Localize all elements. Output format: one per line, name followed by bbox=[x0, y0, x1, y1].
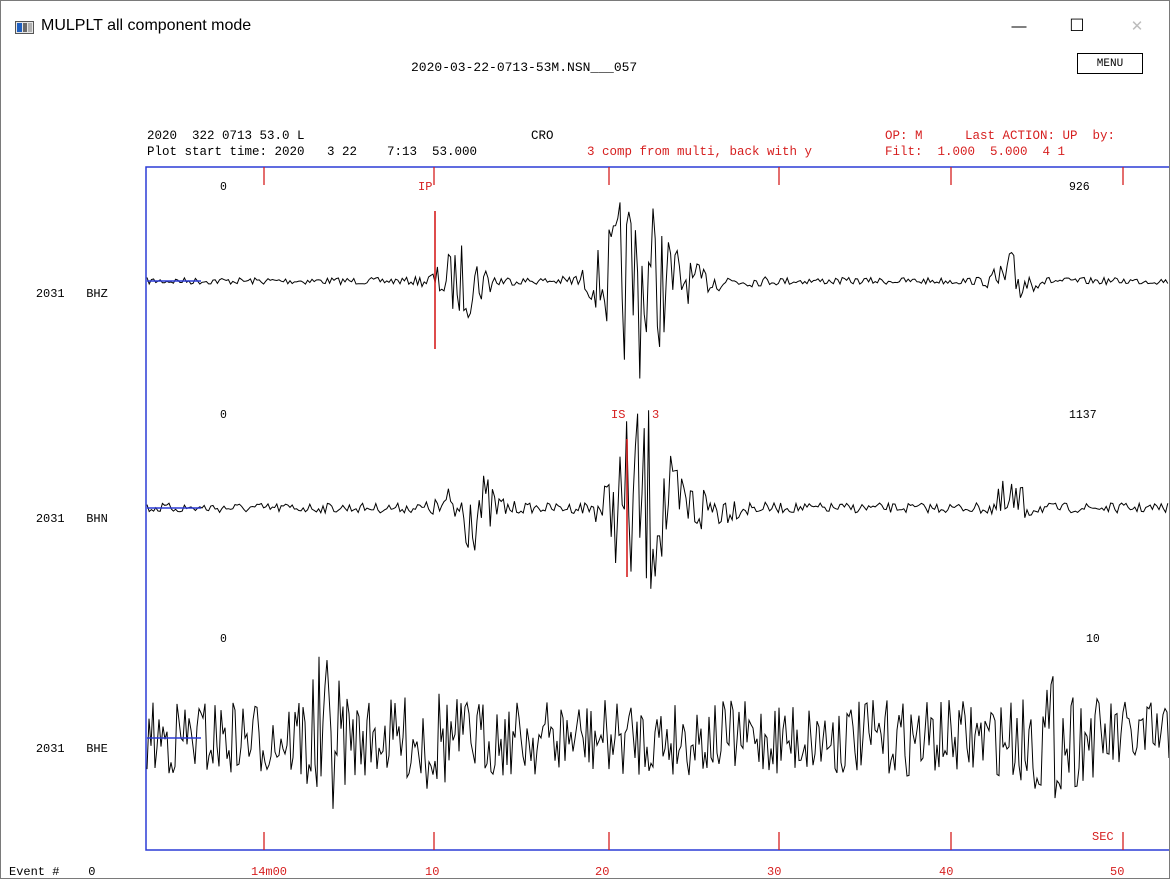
trace-bhz bbox=[146, 202, 1169, 379]
amp-min-bhe: 0 bbox=[220, 633, 227, 646]
trace-station: 2031 bbox=[35, 742, 65, 756]
component-mode-text: 3 comp from multi, back with y bbox=[587, 145, 813, 159]
time-tick-label: 14m00 bbox=[251, 865, 288, 879]
trace-station: 2031 bbox=[35, 512, 65, 526]
amp-max-bhz: 926 bbox=[1069, 181, 1090, 194]
waveform-filename: 2020-03-22-0713-53M.NSN___057 bbox=[411, 60, 638, 75]
close-icon: ✕ bbox=[1130, 18, 1144, 35]
trace-label-bhz[interactable]: 2031 BHZ bbox=[7, 273, 108, 315]
trace-component: BHN bbox=[86, 512, 108, 526]
event-label: Event # bbox=[9, 865, 60, 879]
trace-bhe bbox=[146, 656, 1169, 809]
trace-label-bhn[interactable]: 2031 BHN bbox=[7, 498, 108, 540]
menu-button[interactable]: MENU bbox=[1077, 53, 1143, 74]
time-tick-label: 50 bbox=[1110, 865, 1125, 879]
time-tick-label: 20 bbox=[595, 865, 610, 879]
p-pick-label[interactable]: IP bbox=[418, 180, 433, 194]
maximize-icon: ☐ bbox=[1069, 16, 1085, 35]
trace-station: 2031 bbox=[35, 287, 65, 301]
event-origin-line: 2020 322 0713 53.0 L bbox=[147, 129, 305, 143]
station-code: CRO bbox=[531, 129, 554, 143]
plot-start-time: Plot start time: 2020 3 22 7:13 53.000 bbox=[147, 145, 478, 159]
amp-min-bhz: 0 bbox=[220, 181, 227, 194]
event-number: 0 bbox=[88, 865, 96, 879]
time-tick-label: 30 bbox=[767, 865, 782, 879]
filter-settings: Filt: 1.000 5.000 4 1 bbox=[885, 145, 1066, 159]
window-title: MULPLT all component mode bbox=[41, 17, 252, 34]
amp-max-bhe: 10 bbox=[1086, 633, 1100, 646]
minimize-button[interactable]: — bbox=[996, 11, 1042, 41]
trace-component: BHZ bbox=[86, 287, 108, 301]
maximize-button[interactable]: ☐ bbox=[1054, 11, 1100, 41]
title-bar[interactable]: MULPLT all component mode — ☐ ✕ bbox=[1, 1, 1169, 37]
trace-bhn bbox=[146, 410, 1169, 589]
plot-frame bbox=[145, 166, 1169, 851]
trace-label-bhe[interactable]: 2031 BHE bbox=[7, 728, 108, 770]
time-tick-label: 10 bbox=[425, 865, 440, 879]
minimize-icon: — bbox=[1011, 17, 1027, 35]
operator-label: OP: M bbox=[885, 129, 923, 143]
amp-min-bhn: 0 bbox=[220, 409, 227, 422]
amp-max-bhn: 1137 bbox=[1069, 409, 1097, 422]
event-counter: Event # 0 bbox=[9, 865, 96, 879]
s-pick-weight: 3 bbox=[652, 408, 660, 422]
last-action-label: Last ACTION: UP by: bbox=[965, 129, 1116, 143]
trace-component: BHE bbox=[86, 742, 108, 756]
time-unit-label: SEC bbox=[1092, 830, 1114, 844]
app-icon bbox=[15, 21, 34, 34]
time-tick-label: 40 bbox=[939, 865, 954, 879]
s-pick-label[interactable]: IS bbox=[611, 408, 626, 422]
close-button[interactable]: ✕ bbox=[1114, 11, 1160, 41]
